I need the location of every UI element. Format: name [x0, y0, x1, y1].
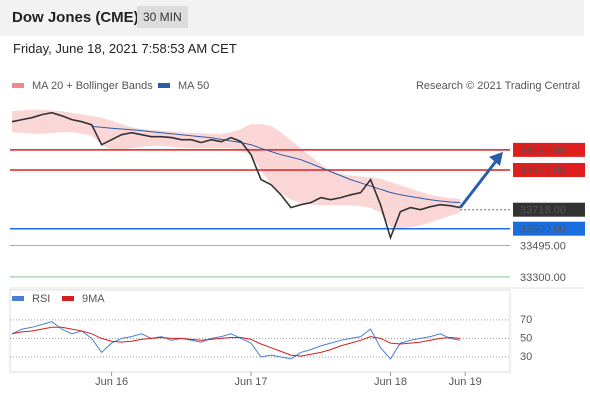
- x-tick-label: Jun 18: [374, 376, 407, 388]
- forecast-arrowhead: [489, 151, 503, 166]
- y-tick-label: 70: [520, 314, 532, 326]
- legend-label: MA 50: [178, 80, 209, 92]
- interval-button[interactable]: 30 MIN: [137, 6, 188, 28]
- forecast-arrow: [459, 158, 499, 209]
- level-label-box: [513, 142, 585, 157]
- level-label-box: [513, 221, 585, 236]
- header-bar: Dow Jones (CME) 30 MIN: [0, 0, 584, 36]
- level-label: 33965.00: [520, 165, 566, 177]
- x-tick-label: Jun 19: [449, 376, 482, 388]
- y-tick-label: 30: [520, 351, 532, 363]
- instrument-title: Dow Jones (CME): [12, 9, 139, 26]
- level-label: 34090.00: [520, 145, 566, 157]
- legend-label: 9MA: [82, 293, 105, 305]
- x-tick-label: Jun 16: [95, 376, 128, 388]
- x-tick-label: Jun 17: [235, 376, 268, 388]
- legend-swatch: [62, 296, 74, 301]
- y-tick-label: 50: [520, 332, 532, 344]
- legend-label: MA 20 + Bollinger Bands: [32, 80, 153, 92]
- legend-swatch: [158, 83, 170, 88]
- level-label-box: [513, 202, 585, 217]
- oscillator-line: [11, 326, 461, 357]
- panel-frame: [9, 289, 511, 373]
- source-note: Research © 2021 Trading Central: [416, 80, 580, 92]
- level-label-box: [513, 162, 585, 177]
- legend-swatch: [12, 83, 24, 88]
- legend-label: RSI: [32, 293, 50, 305]
- level-label: 33600.00: [520, 224, 566, 236]
- bollinger-band: [12, 109, 461, 229]
- timestamp: Friday, June 18, 2021 7:58:53 AM CET: [13, 41, 237, 56]
- oscillator-line: [11, 321, 461, 360]
- legend-swatch: [12, 296, 24, 301]
- ma-line: [91, 126, 461, 204]
- level-label: 33300.00: [520, 272, 566, 284]
- level-label: 33718.00: [520, 205, 566, 217]
- price-line: [11, 111, 461, 241]
- level-label: 33495.00: [520, 240, 566, 252]
